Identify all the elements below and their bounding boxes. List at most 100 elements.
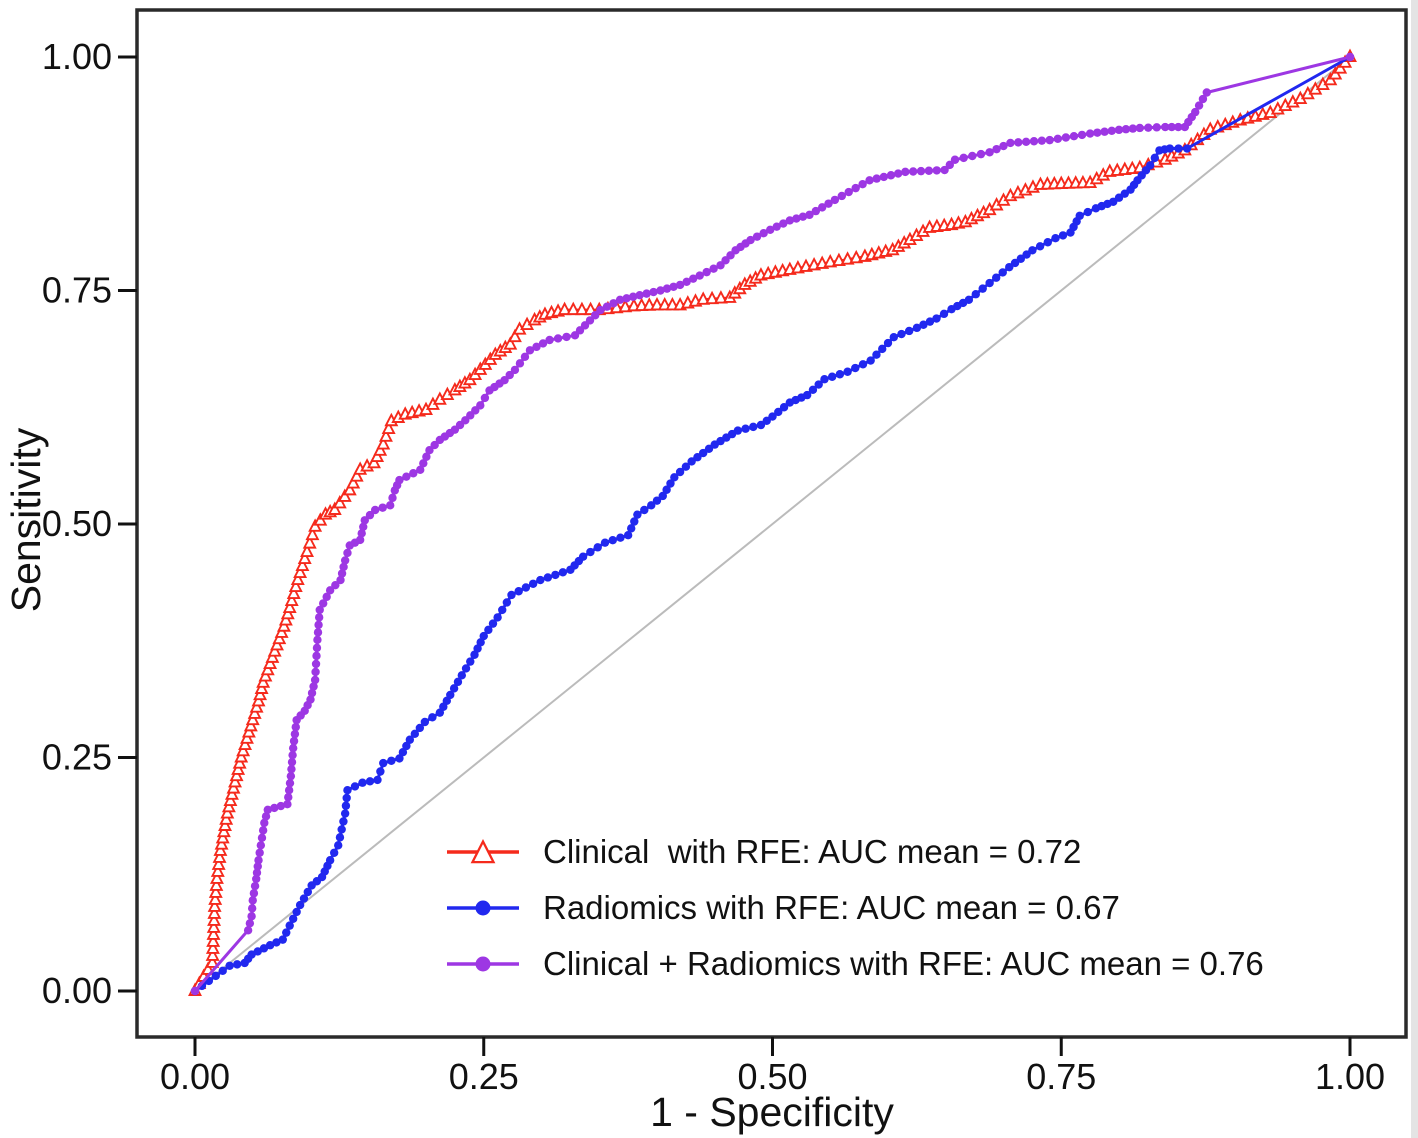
image-edge-strip xyxy=(1411,0,1418,1138)
circle-marker xyxy=(311,659,321,669)
circle-marker xyxy=(925,317,935,326)
circle-marker xyxy=(249,889,259,898)
circle-marker xyxy=(768,412,777,421)
circle-marker xyxy=(428,713,437,722)
triangle-marker xyxy=(293,564,308,578)
circle-marker xyxy=(1194,101,1204,110)
triangle-marker xyxy=(214,836,229,850)
circle-marker xyxy=(355,535,365,545)
circle-marker xyxy=(339,562,348,572)
circle-marker xyxy=(802,390,812,400)
circle-marker xyxy=(466,657,475,666)
legend-label-radiomics: Radiomics with RFE: AUC mean = 0.67 xyxy=(543,889,1120,926)
circle-marker xyxy=(250,881,260,891)
triangle-marker xyxy=(278,612,293,626)
circle-marker xyxy=(779,219,788,228)
triangle-marker xyxy=(247,705,262,719)
circle-marker xyxy=(291,722,300,732)
circle-marker xyxy=(669,282,678,291)
circle-marker xyxy=(652,496,662,505)
circle-marker xyxy=(336,575,345,585)
circle-marker xyxy=(514,587,523,596)
circle-marker xyxy=(656,286,665,295)
circle-marker xyxy=(295,900,305,910)
triangle-marker xyxy=(295,557,310,571)
triangle-marker xyxy=(210,863,225,877)
circle-marker xyxy=(521,583,531,592)
circle-marker xyxy=(985,148,994,157)
triangle-marker xyxy=(840,251,855,265)
triangle-marker xyxy=(263,655,278,670)
circle-marker xyxy=(1021,137,1031,147)
circle-marker xyxy=(602,302,612,311)
circle-marker xyxy=(649,287,658,297)
circle-marker xyxy=(1150,153,1160,163)
y-axis-tick-label: 0.50 xyxy=(42,503,112,544)
circle-marker xyxy=(633,510,642,519)
circle-marker xyxy=(360,516,369,525)
roc-curve-radiomics xyxy=(190,52,1355,996)
circle-marker xyxy=(883,338,893,348)
triangle-marker xyxy=(267,643,282,657)
triangle-marker xyxy=(215,829,230,844)
circle-marker xyxy=(1010,258,1020,268)
circle-marker xyxy=(798,212,808,221)
triangle-marker xyxy=(256,674,271,688)
triangle-marker xyxy=(831,252,846,267)
triangle-marker xyxy=(370,448,385,463)
circle-marker xyxy=(658,491,667,501)
triangle-marker xyxy=(236,742,251,757)
circle-marker xyxy=(248,896,257,905)
circle-marker xyxy=(253,862,262,871)
circle-marker xyxy=(283,800,292,809)
circle-marker xyxy=(309,682,318,691)
circle-marker xyxy=(756,420,766,430)
circle-marker xyxy=(475,956,491,972)
triangle-marker xyxy=(253,686,268,701)
circle-marker xyxy=(265,941,275,950)
circle-marker xyxy=(878,344,887,354)
circle-marker xyxy=(939,309,949,319)
triangle-marker xyxy=(254,680,269,694)
circle-marker xyxy=(578,552,588,561)
circle-marker xyxy=(343,548,352,558)
triangle-marker xyxy=(207,905,222,919)
circle-marker xyxy=(415,723,425,733)
triangle-marker xyxy=(249,699,264,713)
circle-marker xyxy=(480,393,490,403)
circle-marker xyxy=(365,777,375,786)
circle-marker xyxy=(814,380,823,389)
triangle-marker xyxy=(566,301,581,316)
triangle-marker xyxy=(251,692,266,707)
circle-marker xyxy=(416,465,425,475)
circle-marker xyxy=(337,825,346,834)
circle-marker xyxy=(285,778,295,788)
circle-marker xyxy=(536,575,545,585)
triangle-marker xyxy=(206,926,221,940)
circle-marker xyxy=(765,225,775,234)
circle-marker xyxy=(335,833,345,842)
circle-marker xyxy=(1037,136,1047,145)
triangle-marker xyxy=(243,717,258,732)
circle-marker xyxy=(1198,94,1208,104)
triangle-marker xyxy=(367,454,381,469)
triangle-marker xyxy=(346,475,361,489)
triangle-marker xyxy=(286,585,301,599)
circle-marker xyxy=(310,675,320,685)
circle-marker xyxy=(866,356,875,365)
triangle-marker xyxy=(220,805,235,819)
circle-marker xyxy=(430,440,439,450)
circle-marker xyxy=(225,961,234,970)
circle-marker xyxy=(682,277,691,286)
circle-marker xyxy=(824,199,833,208)
circle-marker xyxy=(1202,88,1211,97)
circle-marker xyxy=(945,160,954,170)
y-axis-tick-label: 0.00 xyxy=(42,970,112,1011)
circle-marker xyxy=(373,775,382,785)
circle-marker xyxy=(538,339,548,348)
circle-marker xyxy=(507,590,516,600)
triangle-marker xyxy=(823,254,838,268)
circle-marker xyxy=(662,485,671,494)
circle-marker xyxy=(785,216,795,225)
